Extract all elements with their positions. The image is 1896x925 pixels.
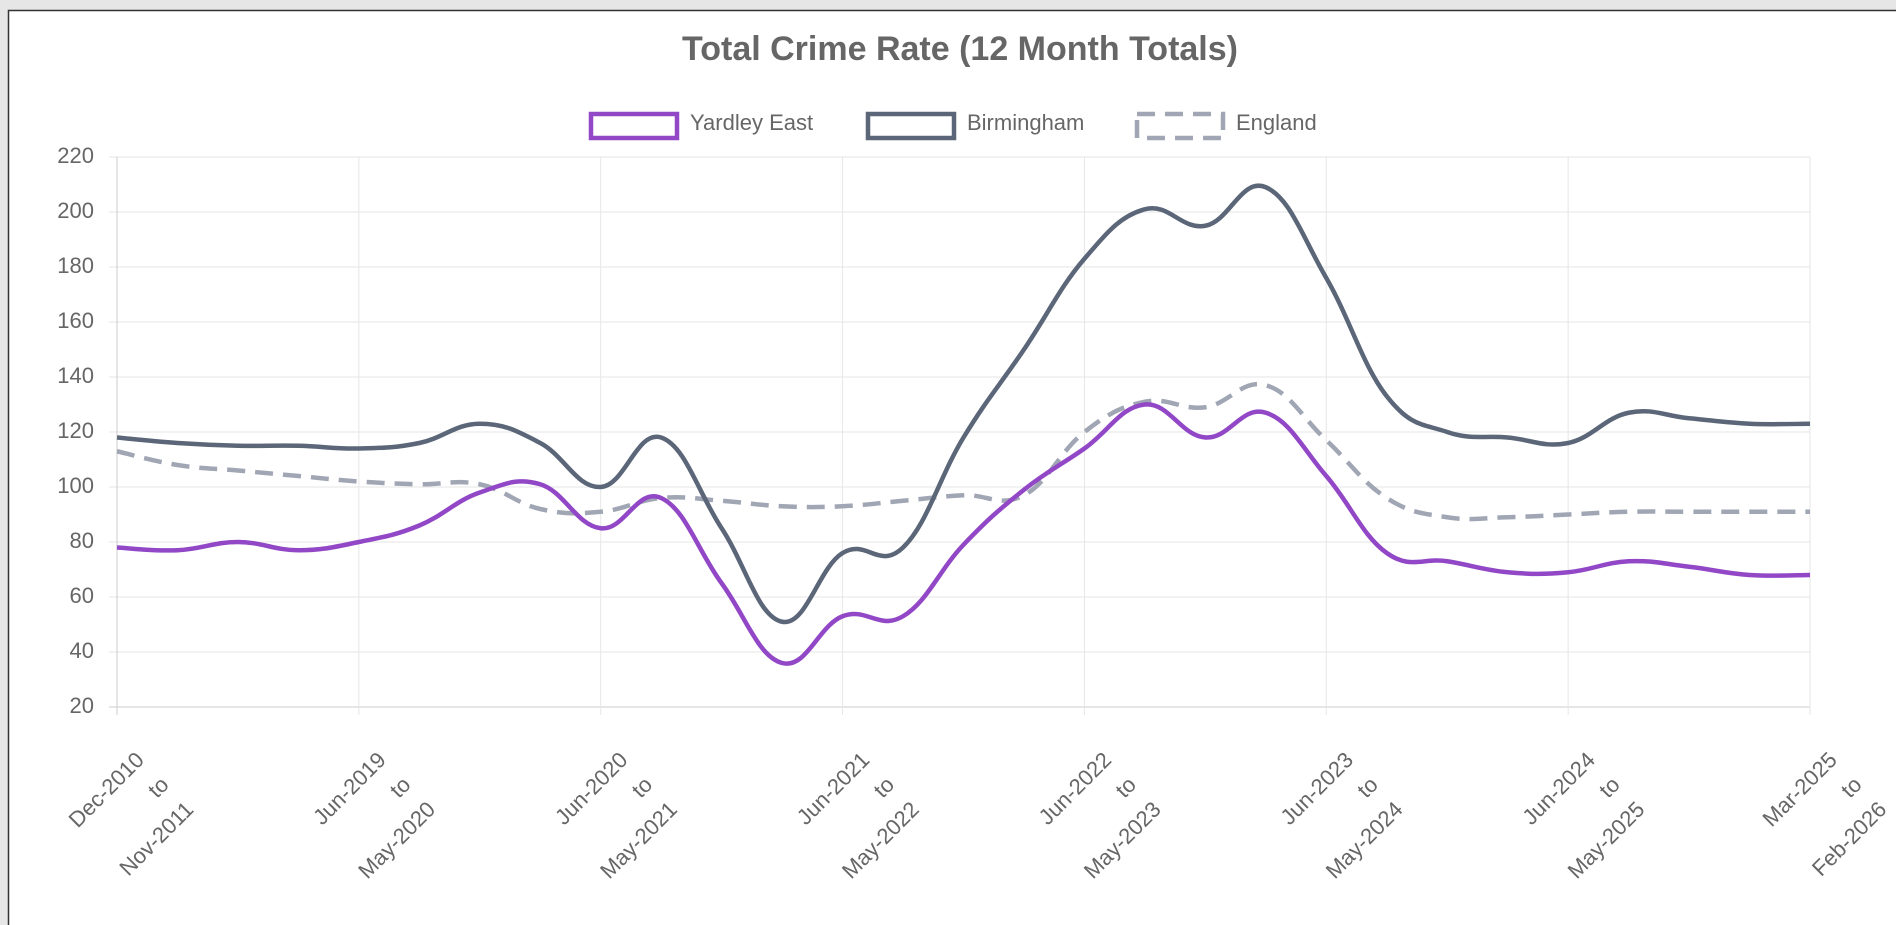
- legend-swatch: [865, 111, 957, 141]
- y-tick-label: 140: [57, 363, 94, 388]
- y-tick-label: 160: [57, 308, 94, 333]
- series-line: [116, 402, 1811, 666]
- series-line: [116, 183, 1811, 625]
- legend-label: Yardley East: [690, 110, 813, 135]
- y-tick-label: 100: [57, 473, 94, 498]
- y-tick-label: 60: [70, 583, 94, 608]
- y-tick-label: 40: [70, 638, 94, 663]
- panel: [7, 9, 1896, 925]
- series-line: [116, 381, 1810, 522]
- legend-swatch: [1134, 111, 1226, 141]
- legend-label: England: [1236, 110, 1317, 135]
- y-tick-label: 120: [57, 418, 94, 443]
- legend-swatch: [588, 111, 680, 141]
- chart-title: Total Crime Rate (12 Month Totals): [682, 30, 1238, 68]
- y-tick-label: 80: [70, 528, 94, 553]
- y-tick-label: 200: [57, 198, 94, 223]
- legend-label: Birmingham: [967, 110, 1084, 135]
- y-tick-label: 220: [57, 143, 94, 168]
- y-tick-label: 20: [70, 693, 94, 718]
- y-tick-label: 180: [57, 253, 94, 278]
